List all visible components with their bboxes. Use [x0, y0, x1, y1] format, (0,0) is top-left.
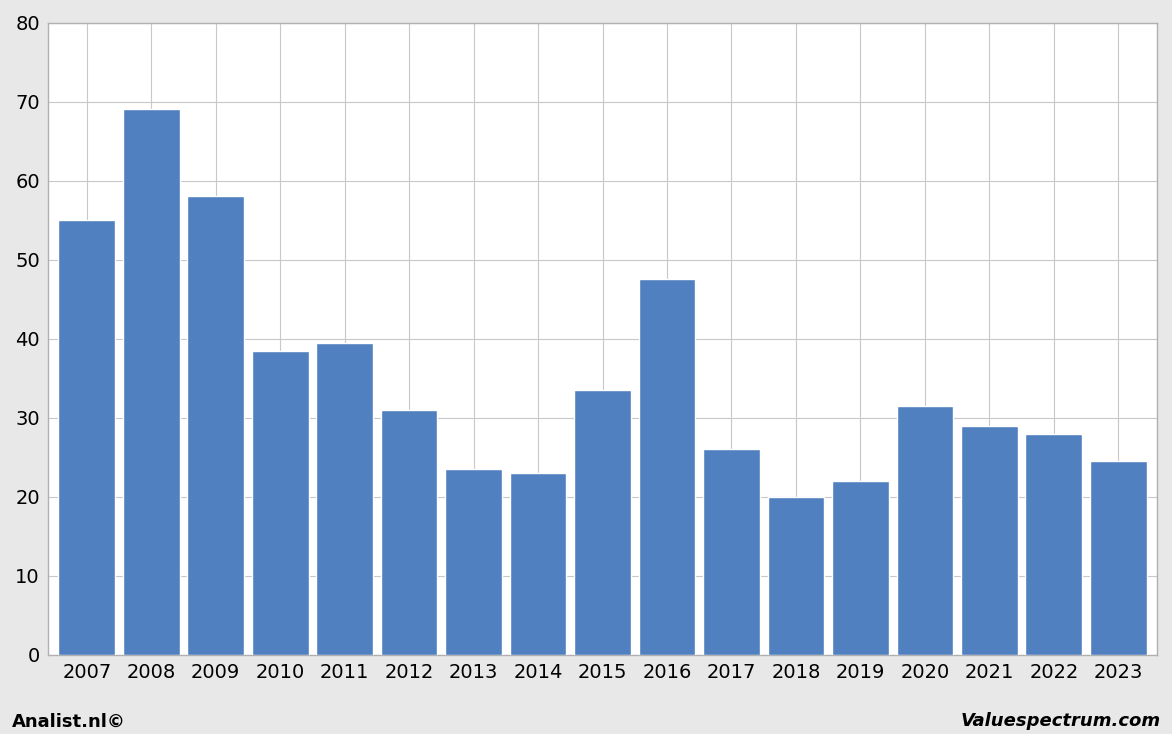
Bar	[639, 280, 695, 655]
Bar	[445, 469, 502, 655]
Bar	[59, 220, 115, 655]
Bar	[897, 406, 953, 655]
Bar	[574, 390, 631, 655]
Bar	[316, 343, 373, 655]
Bar	[252, 351, 308, 655]
Bar	[768, 497, 824, 655]
Bar	[1090, 461, 1146, 655]
Bar	[1026, 434, 1082, 655]
Bar	[703, 449, 759, 655]
Text: Valuespectrum.com: Valuespectrum.com	[960, 712, 1160, 730]
Bar	[188, 197, 244, 655]
Bar	[832, 481, 888, 655]
Bar	[381, 410, 437, 655]
Bar	[961, 426, 1017, 655]
Text: Analist.nl©: Analist.nl©	[12, 712, 125, 730]
Bar	[123, 109, 179, 655]
Bar	[510, 473, 566, 655]
